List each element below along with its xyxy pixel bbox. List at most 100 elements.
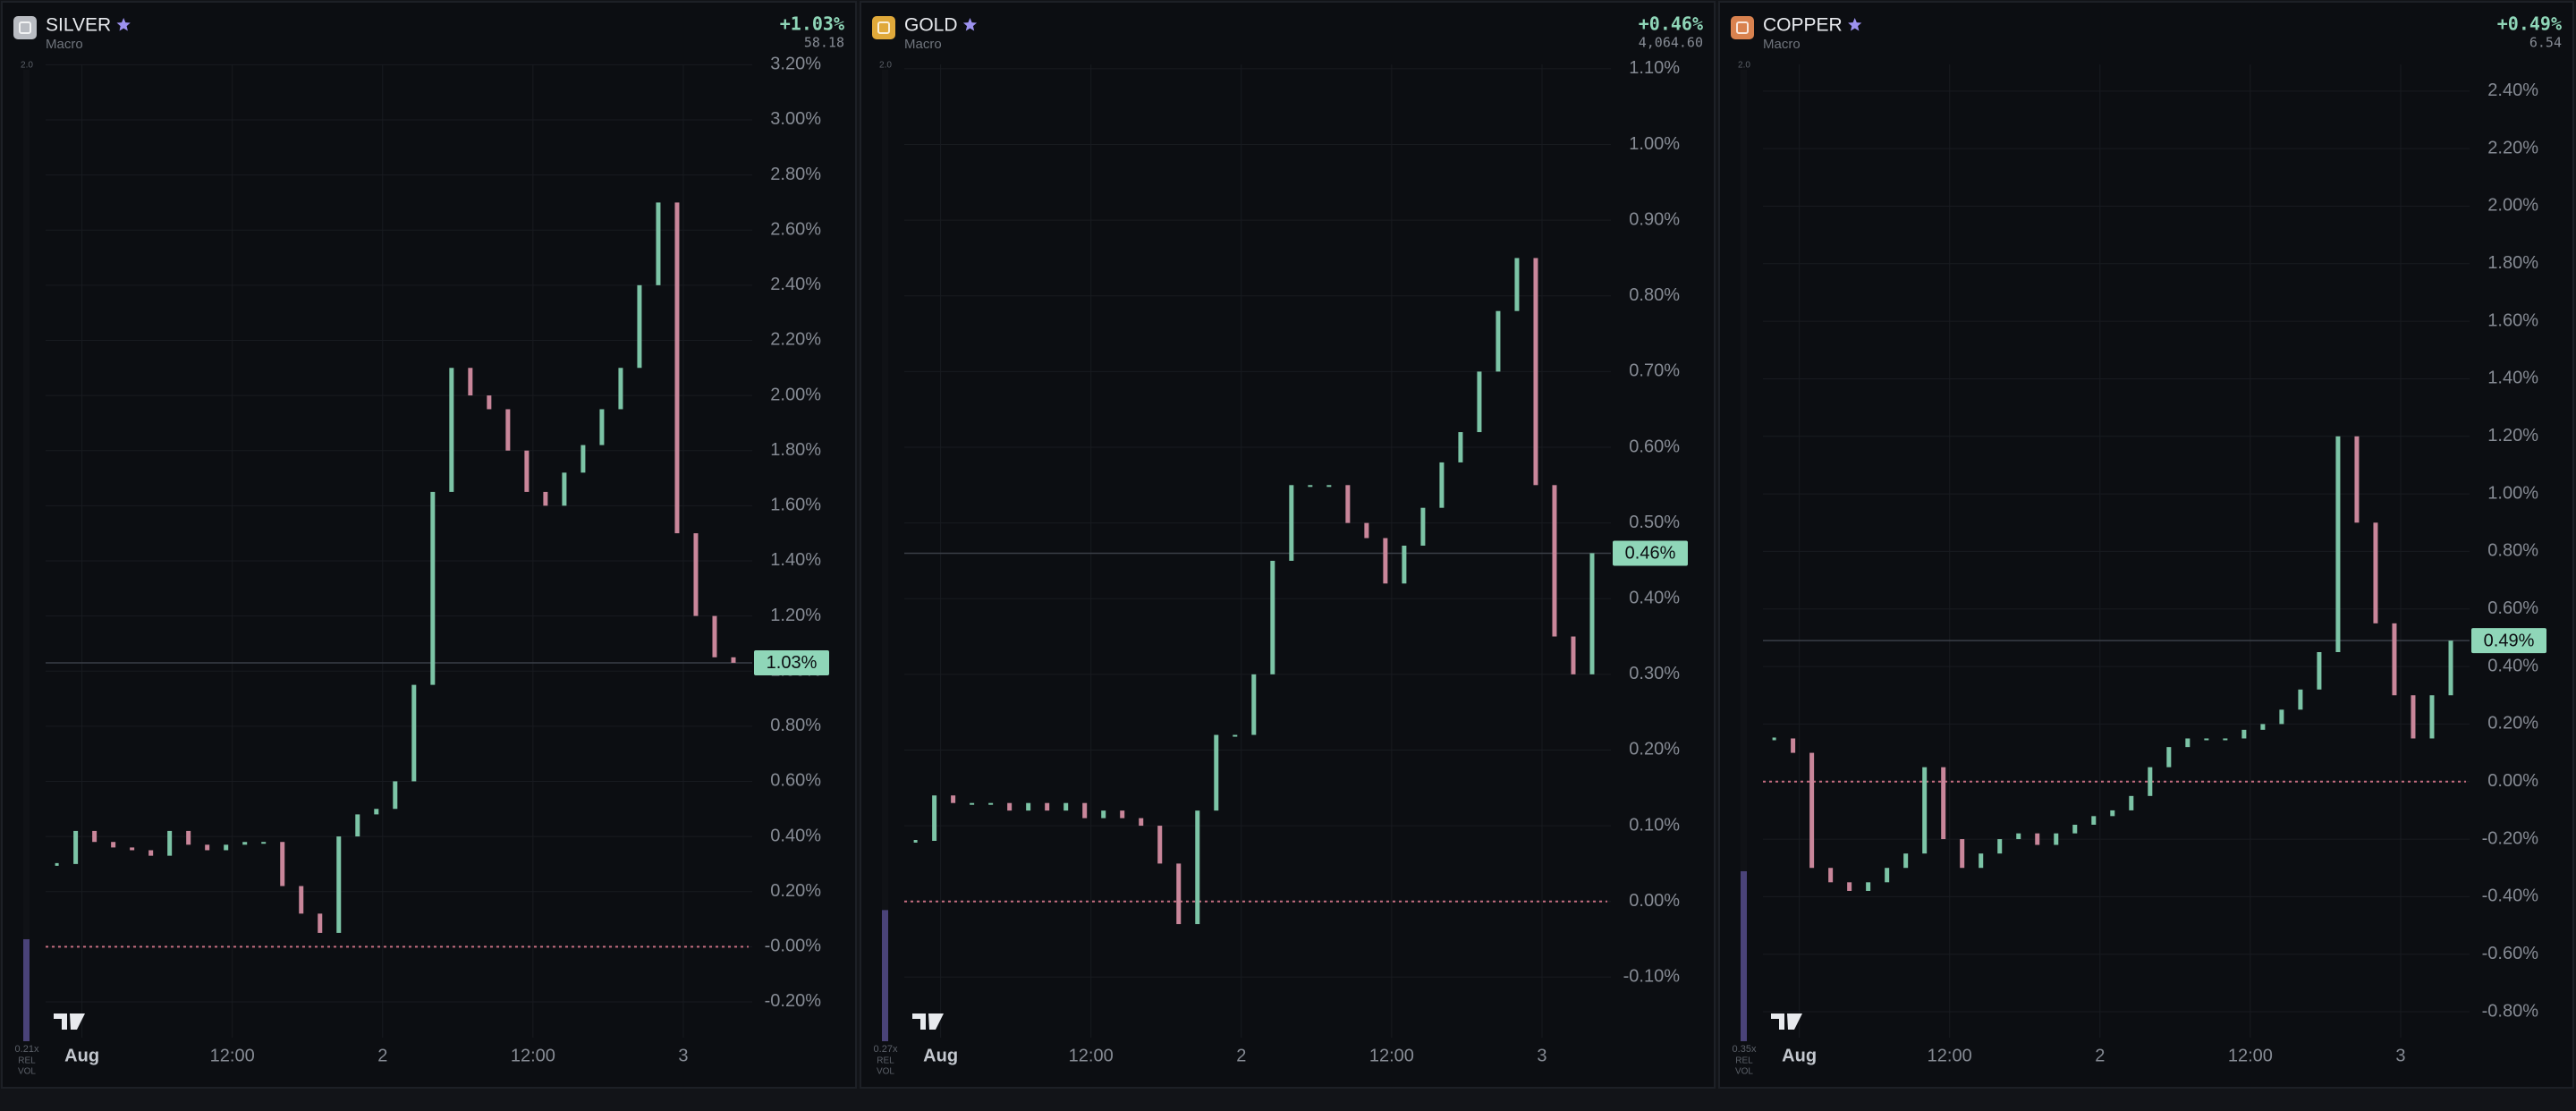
x-tick-label: 2 bbox=[2095, 1046, 2105, 1065]
y-tick-label: -0.80% bbox=[2482, 1001, 2539, 1021]
y-tick-label: 1.20% bbox=[2487, 426, 2538, 445]
candle bbox=[1772, 737, 1776, 741]
rel-vol-text: REL bbox=[18, 1056, 36, 1066]
y-tick-label: 0.50% bbox=[1629, 513, 1680, 532]
asset-subtitle: Macro bbox=[904, 37, 942, 52]
logo bbox=[912, 1013, 944, 1030]
asset-icon bbox=[872, 16, 895, 39]
candle bbox=[374, 809, 379, 815]
rel-vol-track bbox=[1741, 70, 1747, 1041]
candle bbox=[130, 847, 135, 851]
y-tick-label: 0.80% bbox=[1629, 285, 1680, 305]
candle bbox=[618, 368, 623, 410]
candle bbox=[1903, 853, 1909, 869]
candle bbox=[2317, 652, 2322, 690]
candle bbox=[1251, 674, 1257, 735]
y-tick-label: 0.20% bbox=[1629, 740, 1680, 759]
panel-background bbox=[1, 1, 857, 1089]
favorite-star[interactable] bbox=[116, 18, 131, 31]
candle bbox=[1383, 538, 1388, 584]
y-tick-label: 1.60% bbox=[770, 496, 821, 515]
candle bbox=[1997, 839, 2003, 854]
x-tick-label: Aug bbox=[64, 1046, 99, 1065]
candle bbox=[1364, 522, 1369, 539]
candle bbox=[1289, 485, 1294, 561]
rel-vol-label: 0.27x bbox=[874, 1044, 898, 1055]
candle bbox=[1157, 826, 1163, 864]
asset-change: +0.46% bbox=[1639, 13, 1703, 35]
candle bbox=[1345, 485, 1351, 523]
candle bbox=[148, 850, 154, 856]
y-tick-label: 0.60% bbox=[2487, 598, 2538, 618]
candle bbox=[1791, 738, 1796, 753]
price-badge-label: 0.49% bbox=[2484, 631, 2535, 650]
candle bbox=[1828, 868, 1834, 883]
y-tick-label: 2.60% bbox=[770, 219, 821, 239]
asset-price: 4,064.60 bbox=[1639, 35, 1703, 51]
candle bbox=[1809, 752, 1815, 869]
candle bbox=[2185, 738, 2190, 748]
candle bbox=[1885, 868, 1890, 883]
asset-change: +1.03% bbox=[780, 13, 844, 35]
candle bbox=[1139, 818, 1144, 827]
favorite-star[interactable] bbox=[962, 18, 978, 31]
candle bbox=[2035, 833, 2040, 845]
x-tick-label: 3 bbox=[1537, 1046, 1546, 1065]
candle bbox=[2335, 436, 2341, 653]
asset-subtitle: Macro bbox=[1763, 37, 1801, 52]
candle bbox=[318, 913, 323, 933]
candle bbox=[951, 795, 956, 803]
y-tick-label: 1.00% bbox=[1629, 134, 1680, 154]
x-tick-label: 3 bbox=[678, 1046, 688, 1065]
candle bbox=[1922, 767, 1928, 854]
candle bbox=[674, 202, 680, 534]
candle bbox=[970, 802, 975, 805]
price-badge-label: 1.03% bbox=[767, 653, 818, 673]
rel-vol-label: 0.35x bbox=[1733, 1044, 1757, 1055]
candle bbox=[487, 395, 492, 410]
candle bbox=[1960, 839, 1965, 869]
x-tick-label: 12:00 bbox=[210, 1046, 255, 1065]
rel-vol-bar bbox=[23, 938, 30, 1041]
candle bbox=[280, 842, 285, 886]
candle bbox=[932, 795, 937, 841]
y-tick-label: -0.20% bbox=[2482, 828, 2539, 848]
candle bbox=[712, 615, 717, 657]
favorite-star[interactable] bbox=[1848, 18, 1862, 31]
price-badge bbox=[754, 649, 829, 675]
y-tick-label: -0.10% bbox=[1623, 967, 1681, 987]
candle bbox=[731, 657, 736, 663]
y-tick-label: 0.00% bbox=[2487, 771, 2538, 791]
x-tick-label: 12:00 bbox=[1928, 1046, 1972, 1065]
candle bbox=[2241, 729, 2247, 739]
panel-background bbox=[860, 1, 1716, 1089]
candle bbox=[2373, 522, 2378, 623]
x-tick-label: 12:00 bbox=[1069, 1046, 1114, 1065]
y-tick-label: 1.10% bbox=[1629, 58, 1680, 78]
y-tick-label: 1.40% bbox=[2487, 369, 2538, 388]
candle bbox=[1007, 802, 1013, 811]
asset-title: COPPER bbox=[1763, 15, 1843, 36]
candle bbox=[167, 830, 173, 856]
candle bbox=[1866, 882, 1871, 891]
rel-vol-text: VOL bbox=[18, 1067, 36, 1077]
candle bbox=[656, 202, 661, 285]
chart-panel: 2.40% 2.20% 2.00% 1.80% 1.60% 1.40% 1.20% 1.00%… bbox=[1718, 1, 2574, 1089]
candle bbox=[2223, 738, 2228, 741]
candle bbox=[2129, 795, 2134, 810]
candle bbox=[562, 472, 567, 506]
y-tick-label: 1.40% bbox=[770, 550, 821, 570]
rel-vol-track bbox=[23, 70, 30, 1041]
candle bbox=[242, 842, 248, 845]
candle bbox=[1326, 485, 1332, 488]
asset-icon-glyph bbox=[19, 21, 31, 34]
candle bbox=[1045, 802, 1050, 811]
panel-background bbox=[1718, 1, 2574, 1089]
chart-panel: 1.10% 1.00% 0.90% 0.80% 0.70% 0.60% 0.50% 0.40%… bbox=[860, 1, 1716, 1089]
candle bbox=[2166, 747, 2172, 768]
candle bbox=[1552, 485, 1557, 637]
candle bbox=[1514, 258, 1520, 311]
price-badge bbox=[2471, 628, 2546, 654]
rel-vol-bar bbox=[1741, 870, 1747, 1041]
y-tick-label: 0.90% bbox=[1629, 209, 1680, 229]
